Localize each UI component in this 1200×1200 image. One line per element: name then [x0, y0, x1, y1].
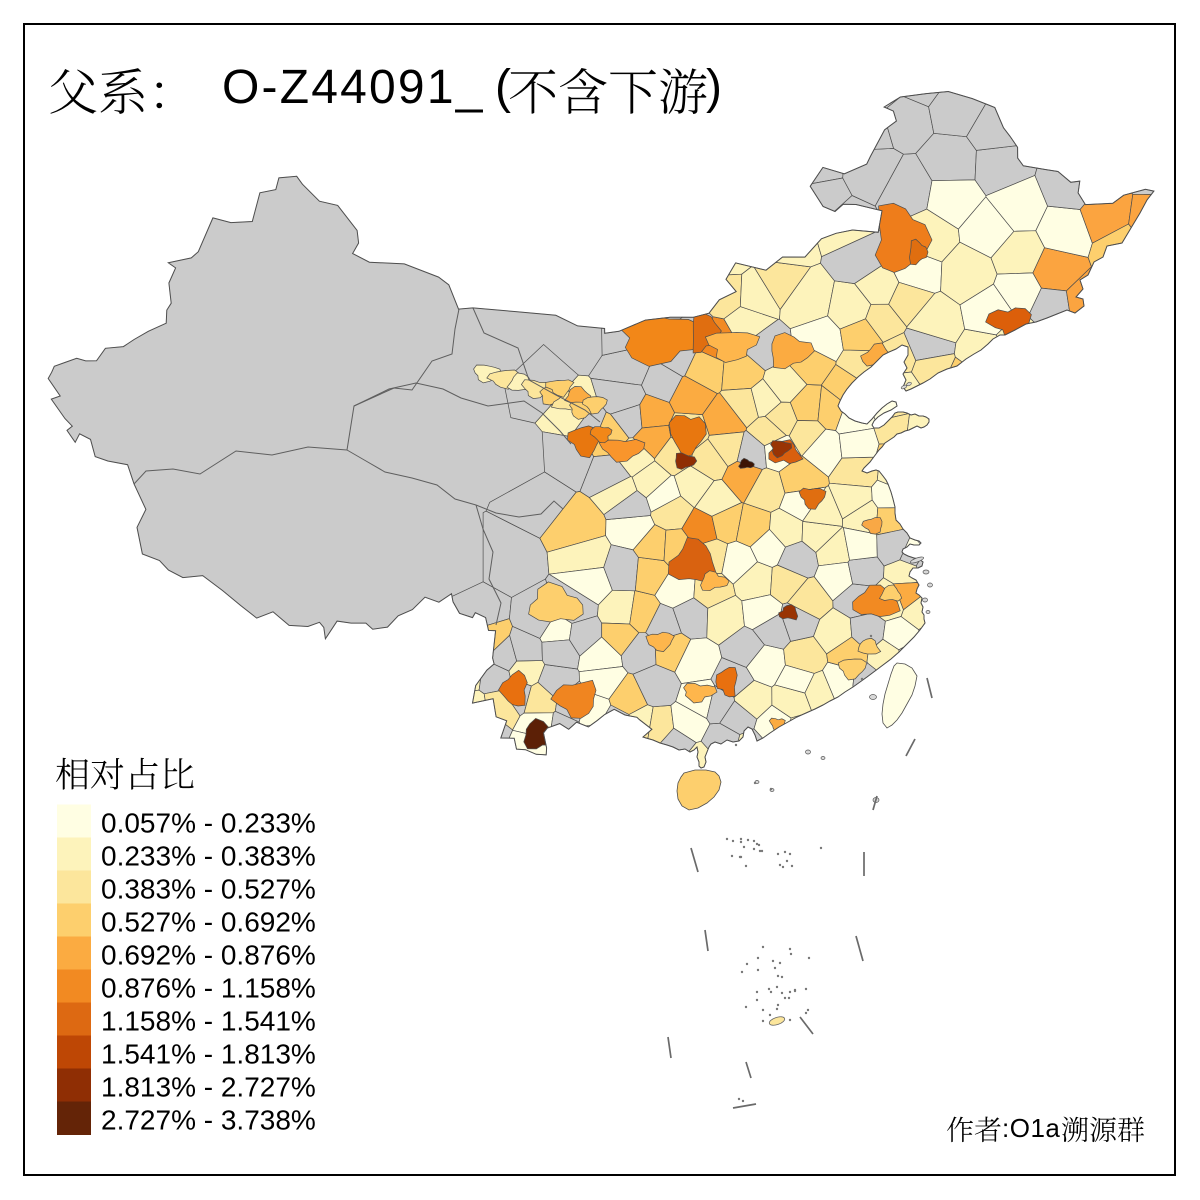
- svg-text:1.541% - 1.813%: 1.541% - 1.813%: [101, 1039, 316, 1070]
- svg-text:1.813% - 2.727%: 1.813% - 2.727%: [101, 1072, 316, 1103]
- svg-text:0.383% - 0.527%: 0.383% - 0.527%: [101, 874, 316, 905]
- svg-text::O1a: :O1a: [1002, 1113, 1060, 1143]
- svg-text:0.057% - 0.233%: 0.057% - 0.233%: [101, 808, 316, 839]
- svg-text:1.158% - 1.541%: 1.158% - 1.541%: [101, 1006, 316, 1037]
- svg-text:0.876% - 1.158%: 0.876% - 1.158%: [101, 973, 316, 1004]
- svg-text:0.233% - 0.383%: 0.233% - 0.383%: [101, 841, 316, 872]
- svg-text:2.727% - 3.738%: 2.727% - 3.738%: [101, 1105, 316, 1136]
- svg-text:O-Z44091_: O-Z44091_: [222, 61, 485, 114]
- svg-text:(: (: [495, 61, 511, 114]
- svg-text:0.527% - 0.692%: 0.527% - 0.692%: [101, 907, 316, 938]
- svg-text:0.692% - 0.876%: 0.692% - 0.876%: [101, 940, 316, 971]
- svg-text:): ): [706, 61, 722, 114]
